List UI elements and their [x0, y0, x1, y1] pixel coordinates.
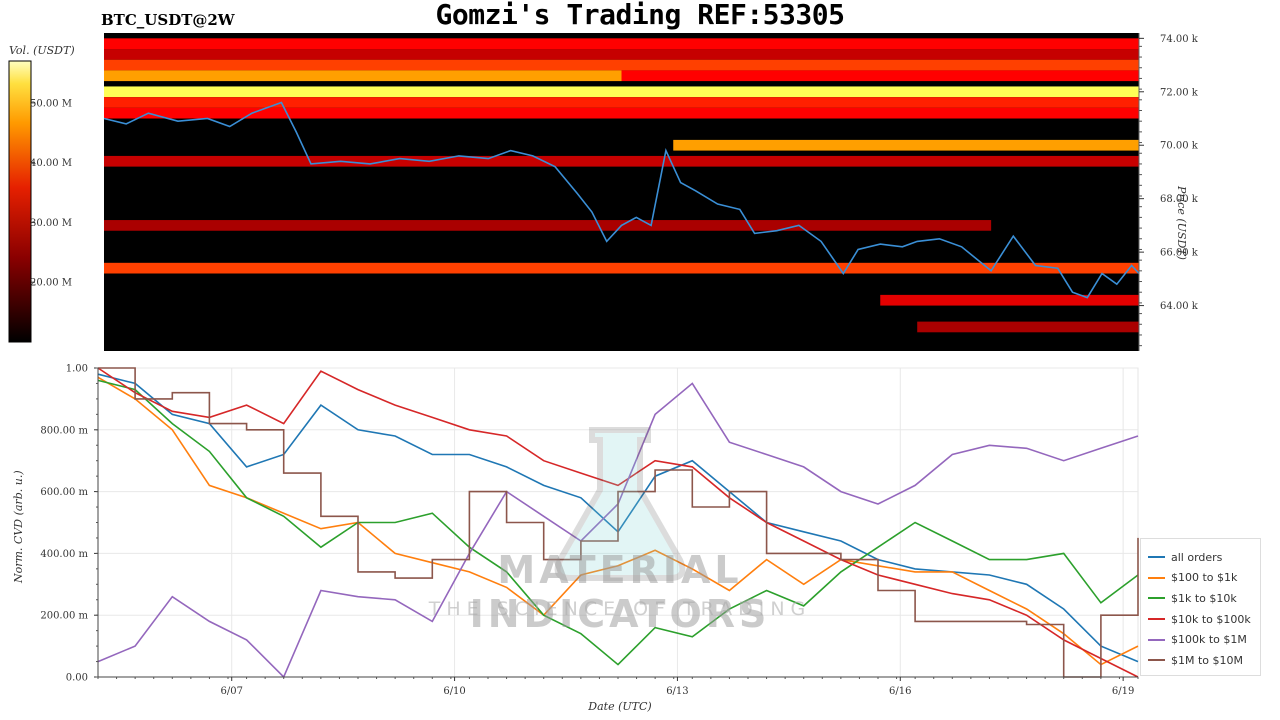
price-tick-label: 68.00 k — [1160, 194, 1199, 205]
watermark-logo — [554, 427, 686, 581]
cvd-x-tick-label: 6/07 — [220, 686, 242, 697]
colorbar-tick-label: 50.00 M — [30, 98, 72, 109]
heatmap-band — [104, 49, 1139, 60]
date-axis-label: Date (UTC) — [588, 700, 652, 713]
cvd-x-tick-label: 6/19 — [1112, 686, 1134, 697]
cvd-series-line — [97, 367, 1139, 678]
heatmap-band — [104, 97, 1139, 108]
legend-label: all orders — [1171, 550, 1223, 564]
legend-label: $1k to $10k — [1171, 591, 1237, 605]
heatmap-band — [621, 70, 1139, 82]
colorbar: 50.00 M 40.00 M 30.00 M 20.00 M — [8, 60, 72, 343]
legend-swatch — [1148, 556, 1165, 559]
cvd-x-tick-label: 6/10 — [443, 686, 465, 697]
legend-item: all orders — [1141, 547, 1260, 568]
heatmap-band — [104, 70, 622, 82]
legend-swatch — [1148, 638, 1165, 641]
legend-swatch — [1148, 597, 1165, 600]
price-tick-label: 66.00 k — [1160, 248, 1199, 259]
heatmap-band — [104, 220, 992, 231]
cvd-series-line — [97, 376, 1139, 666]
watermark-title: MATERIAL INDICATORS — [469, 548, 771, 636]
cvd-y-tick-label: 600.00 m — [40, 487, 88, 498]
legend-item: $10k to $100k — [1141, 609, 1260, 630]
heatmap-band — [917, 321, 1139, 333]
legend-swatch — [1148, 659, 1165, 662]
legend-item: $1k to $10k — [1141, 588, 1260, 609]
symbol-label: BTC_USDT@2W — [101, 11, 235, 29]
cvd-y-tick-label: 400.00 m — [40, 549, 88, 560]
cvd-y-tick-label: 1.00 — [66, 364, 88, 375]
heatmap-band — [880, 294, 1139, 306]
cvd-y-tick-label: 0.00 — [66, 673, 88, 684]
chart-title: Gomzi's Trading REF:53305 — [435, 0, 845, 31]
colorbar-label: Vol. (USDT) — [9, 44, 75, 57]
cvd-series-line — [98, 367, 1139, 678]
price-tick-label: 72.00 k — [1160, 87, 1199, 98]
legend-item: $1M to $10M — [1141, 650, 1260, 671]
heatmap-band — [104, 86, 1139, 98]
legend-label: $100 to $1k — [1171, 571, 1238, 585]
watermark-subtitle: THE SCIENCE OF TRADING — [428, 598, 812, 620]
legend: all orders $100 to $1k $1k to $10k $10k to … — [1140, 538, 1261, 676]
price-tick-label: 70.00 k — [1160, 141, 1199, 152]
cvd-panel: 1.00 800.00 m 600.00 m 400.00 m 200.00 m 0.00… — [40, 364, 1139, 697]
price-tick-label: 74.00 k — [1160, 34, 1199, 45]
price-tick-label: 64.00 k — [1160, 301, 1199, 312]
legend-label: $100k to $1M — [1171, 633, 1247, 647]
cvd-x-tick-label: 6/13 — [666, 686, 688, 697]
heatmap-band — [104, 59, 1139, 71]
colorbar-tick-label: 30.00 M — [30, 218, 72, 229]
heatmap-band — [104, 107, 1139, 119]
legend-label: $1M to $10M — [1171, 653, 1244, 667]
heatmap-band — [673, 139, 1139, 151]
price-axis-label: Price (USDT) — [1175, 186, 1188, 260]
heatmap-band — [104, 155, 1139, 167]
heatmap-band — [104, 38, 1139, 50]
colorbar-tick-label: 40.00 M — [30, 158, 72, 169]
price-line — [103, 101, 1140, 299]
cvd-axis-label: Norm. CVD (arb. u.) — [12, 470, 25, 583]
legend-swatch — [1148, 618, 1165, 621]
legend-item: $100k to $1M — [1141, 629, 1260, 650]
legend-swatch — [1148, 576, 1165, 579]
cvd-x-tick-label: 6/16 — [889, 686, 911, 697]
legend-label: $10k to $100k — [1171, 612, 1251, 626]
legend-item: $100 to $1k — [1141, 568, 1260, 589]
cvd-y-tick-label: 800.00 m — [40, 425, 88, 436]
heatmap-panel: 74.00 k 72.00 k 70.00 k 68.00 k 66.00 k 64.00… — [103, 33, 1199, 351]
heatmap-band — [104, 262, 1139, 274]
cvd-y-tick-label: 200.00 m — [40, 611, 88, 622]
colorbar-tick-label: 20.00 M — [30, 278, 72, 289]
cvd-series-line — [97, 379, 1139, 666]
